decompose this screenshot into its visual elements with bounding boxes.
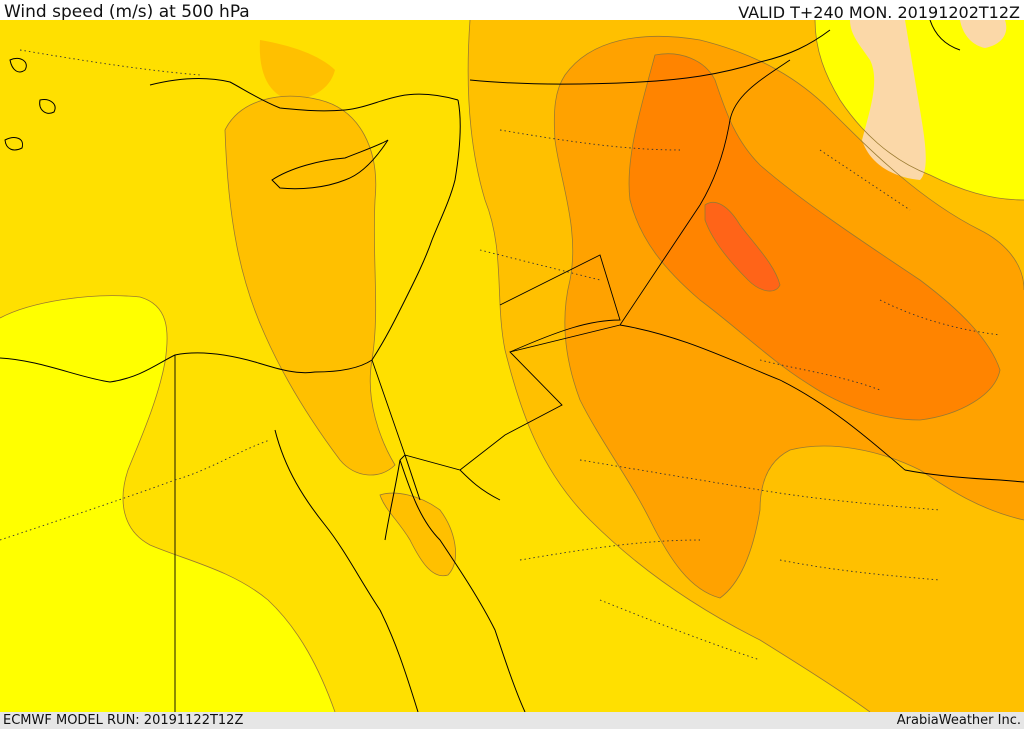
- valid-time-label: VALID T+240 MON. 20191202T12Z: [738, 3, 1020, 22]
- band-weak-west-inner: [0, 353, 130, 530]
- band-jet-core: [705, 202, 780, 292]
- contour-lines: [0, 20, 1024, 712]
- band-moderate-nw: [259, 40, 335, 100]
- header-bar: Wind speed (m/s) at 500 hPa VALID T+240 …: [0, 0, 1024, 22]
- country-borders: [174, 59, 906, 712]
- coastlines: [0, 20, 1024, 712]
- band-calm-ne2: [960, 20, 1007, 48]
- footer-bar: ECMWF MODEL RUN: 20191122T12Z ArabiaWeat…: [0, 712, 1024, 729]
- band-very-strong: [629, 53, 1000, 420]
- province-borders: [0, 49, 1001, 661]
- band-moderate-west: [225, 96, 395, 476]
- map-title: Wind speed (m/s) at 500 hPa: [4, 2, 250, 22]
- credit-label: ArabiaWeather Inc.: [896, 713, 1021, 728]
- wind-speed-map[interactable]: [0, 20, 1024, 712]
- band-moderate-redsea: [380, 493, 456, 576]
- model-run-label: ECMWF MODEL RUN: 20191122T12Z: [3, 713, 244, 728]
- band-calm-ne: [850, 20, 926, 180]
